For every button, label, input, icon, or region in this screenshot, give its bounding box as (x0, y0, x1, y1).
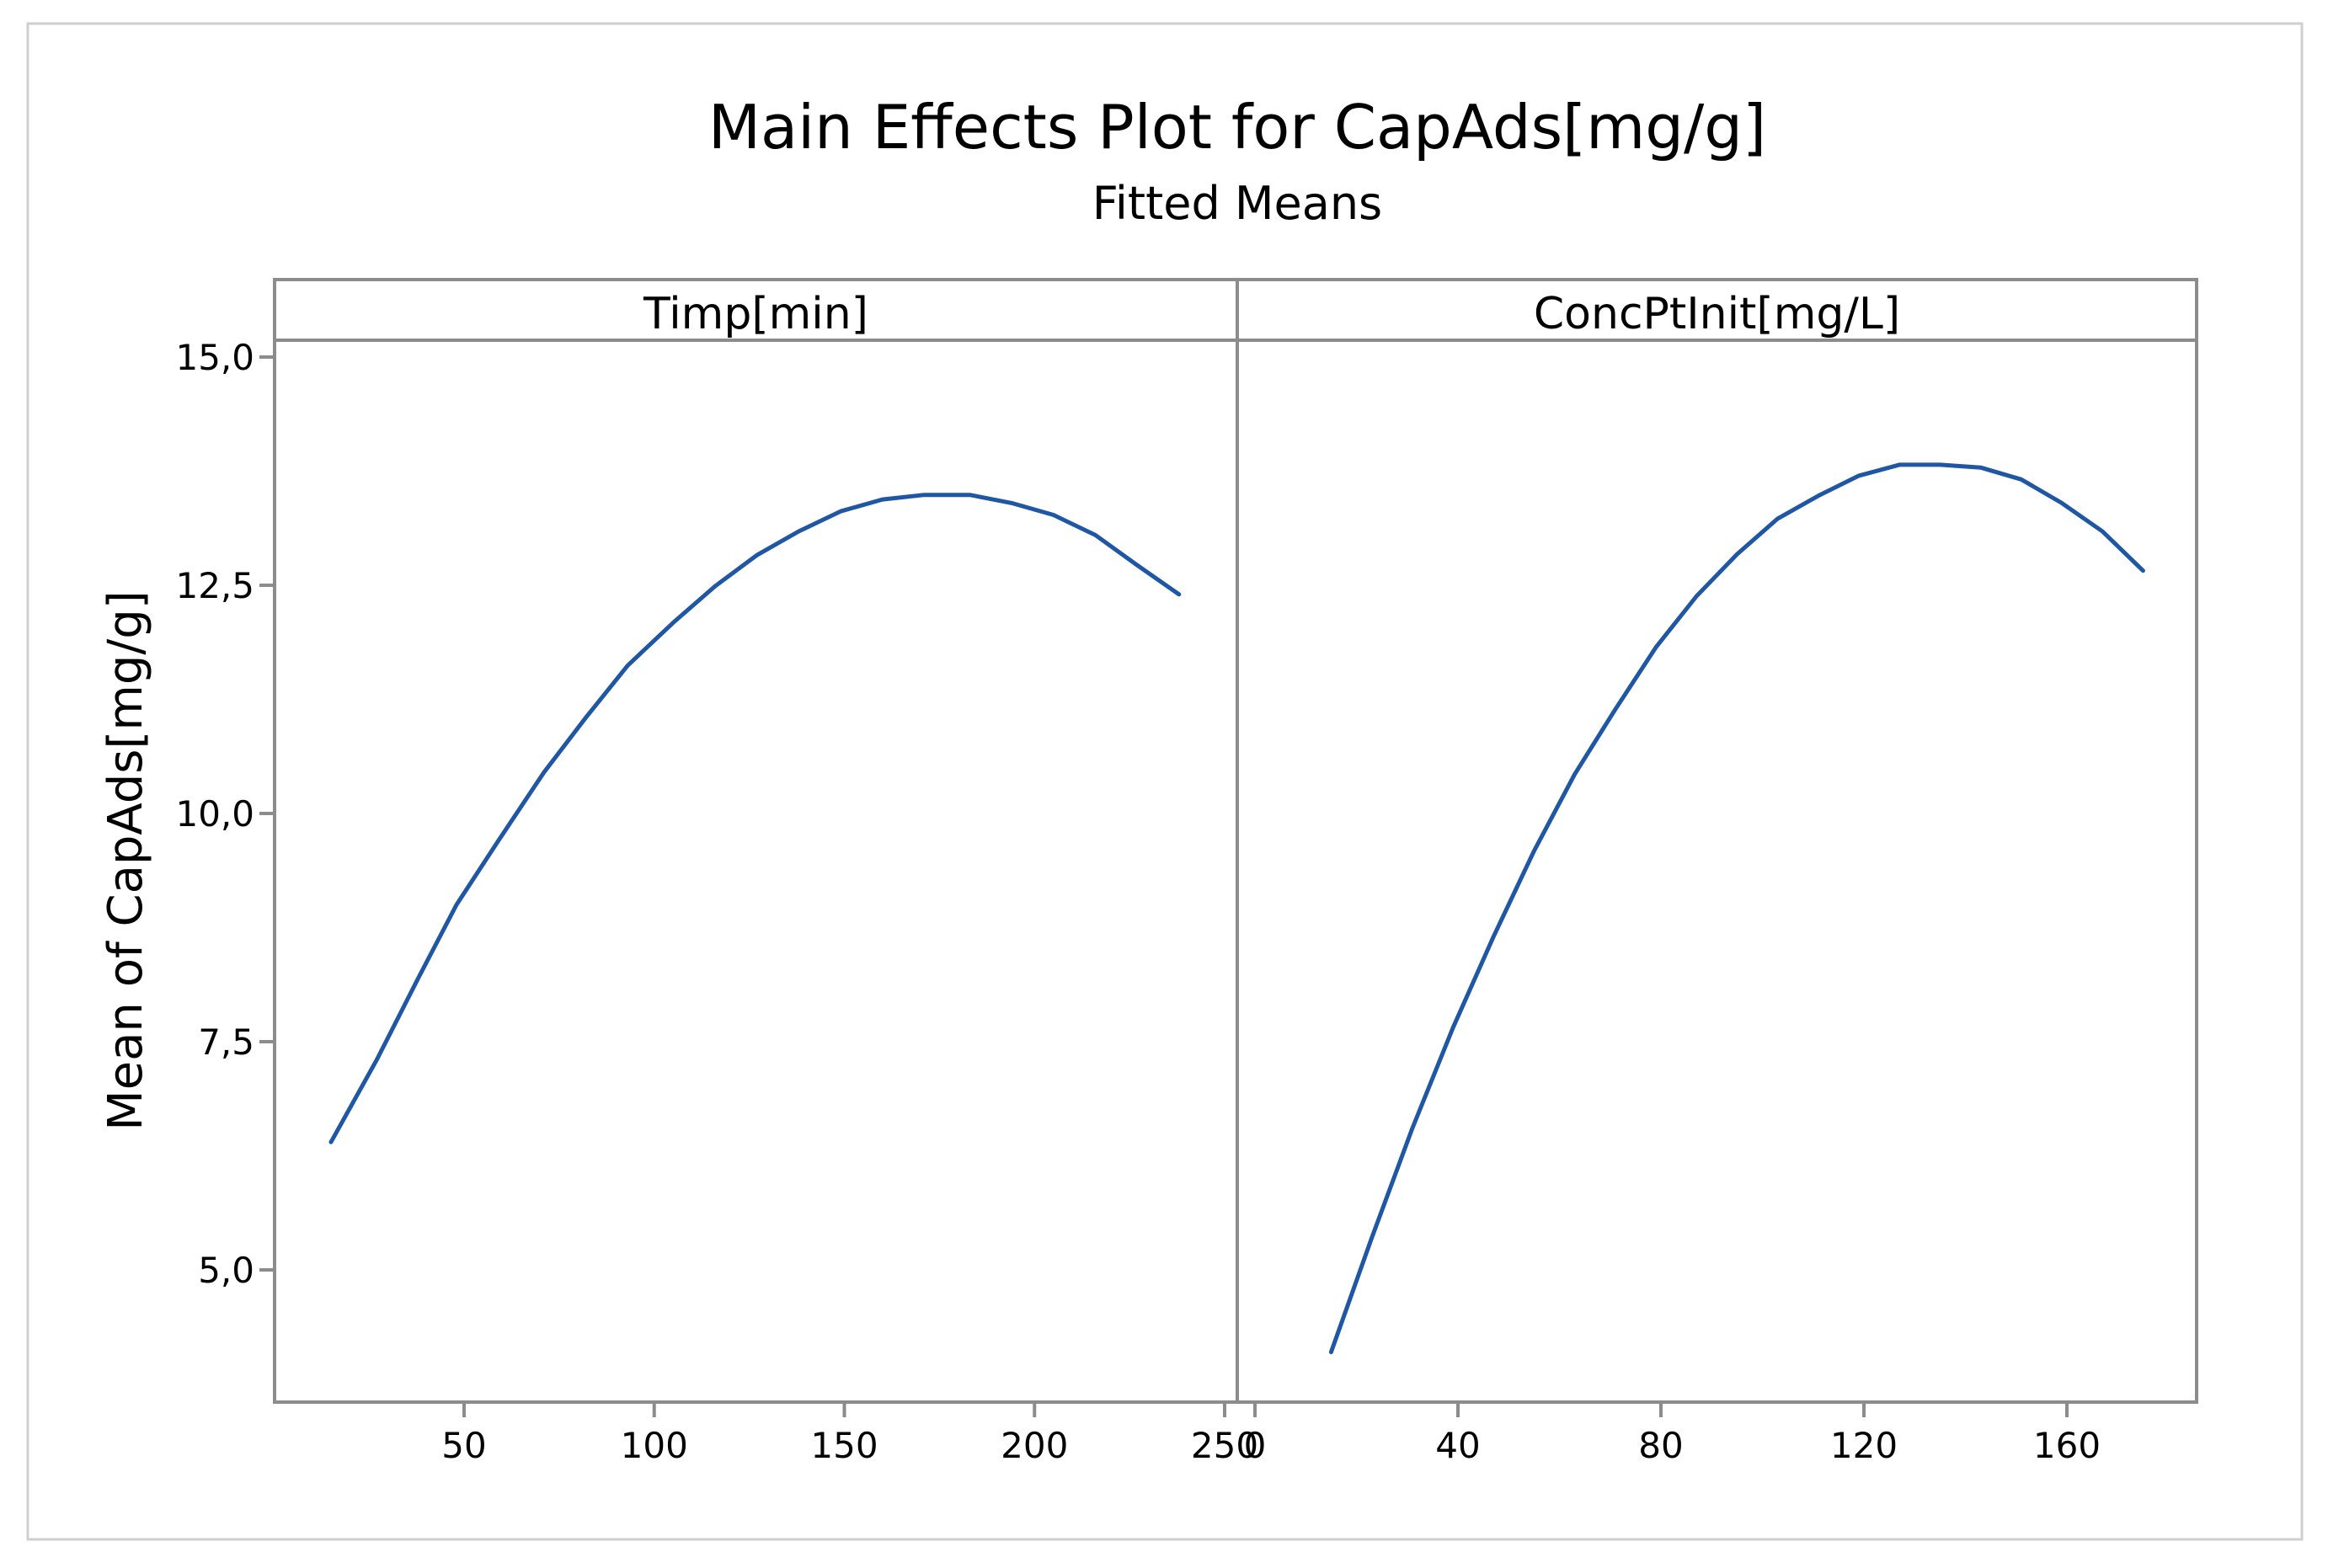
y-tick-label: 12,5 (175, 565, 254, 606)
panel-strip-label: ConcPtInit[mg/L] (1534, 289, 1900, 339)
y-axis-label: Mean of CapAds[mg/g] (99, 590, 153, 1130)
outer-frame (26, 22, 2304, 1541)
x-tick-label: 120 (1830, 1425, 1898, 1466)
x-tick-label: 150 (810, 1425, 878, 1466)
y-tick-label: 7,5 (198, 1021, 254, 1063)
x-tick-label: 100 (621, 1425, 688, 1466)
panel-strip-label: Timp[min] (643, 289, 868, 339)
panels-layer: 5,0 7,5 10,0 12,5 15,0 Timp[min] 50 100 150 200 25… (175, 278, 2198, 1466)
x-tick-label: 200 (1001, 1425, 1068, 1466)
series-line (1328, 462, 2145, 1355)
x-tick-label: 80 (1638, 1425, 1683, 1466)
y-tick-label: 15,0 (175, 337, 254, 378)
x-tick-label: 250 (1191, 1425, 1258, 1466)
x-tick-label: 160 (2033, 1425, 2101, 1466)
y-tick-label: 5,0 (198, 1250, 254, 1291)
y-tick-label: 10,0 (175, 793, 254, 835)
chart-subtitle: Fitted Means (1092, 177, 1382, 230)
x-tick-label: 40 (1435, 1425, 1480, 1466)
series-line (328, 493, 1182, 1144)
x-tick-label: 50 (441, 1425, 486, 1466)
x-tick-label: 0 (1244, 1425, 1267, 1466)
chart-title: Main Effects Plot for CapAds[mg/g] (708, 92, 1766, 163)
